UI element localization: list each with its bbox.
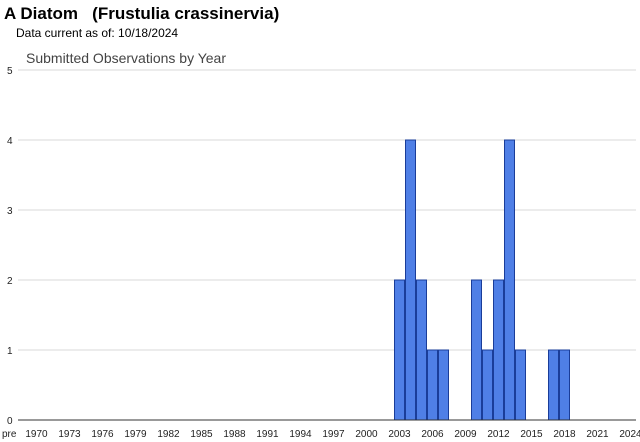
chart-title: Submitted Observations by Year	[26, 50, 226, 66]
x-tick-label: 2003	[388, 429, 411, 440]
bar-2013	[504, 139, 515, 421]
bar-2017	[548, 349, 559, 421]
data-current-date: Data current as of: 10/18/2024	[16, 26, 179, 40]
x-tick-label: 2018	[553, 429, 576, 440]
x-tick-label: pre	[2, 429, 17, 440]
bar-2007	[438, 349, 449, 421]
grid-lines	[18, 69, 636, 351]
y-tick-label: 5	[7, 66, 13, 77]
y-tick-label: 4	[7, 136, 13, 147]
bar-2014	[515, 349, 526, 421]
x-tick-label: 1973	[58, 429, 81, 440]
y-tick-label: 1	[7, 346, 13, 357]
x-tick-label: 1985	[190, 429, 213, 440]
bar-2010	[471, 279, 482, 421]
y-tick-label: 0	[7, 416, 13, 427]
x-tick-label: 2012	[487, 429, 510, 440]
x-tick-label: 1979	[124, 429, 147, 440]
bar-2011	[482, 349, 493, 421]
bars	[394, 139, 570, 421]
x-tick-label: 2000	[355, 429, 378, 440]
x-tick-label: 2015	[520, 429, 543, 440]
bar-2006	[427, 349, 438, 421]
x-tick-label: 2006	[421, 429, 444, 440]
x-tick-label: 2021	[586, 429, 609, 440]
y-axis-tick-labels: 0 1 2 3 4 5	[7, 66, 13, 427]
x-tick-label: 1997	[322, 429, 345, 440]
y-tick-label: 2	[7, 276, 13, 287]
x-tick-label: 1988	[223, 429, 246, 440]
y-tick-label: 3	[7, 206, 13, 217]
x-tick-label: 1970	[25, 429, 48, 440]
x-tick-label: 1976	[91, 429, 114, 440]
bar-2005	[416, 279, 427, 421]
x-tick-label: 1991	[256, 429, 279, 440]
x-tick-label: 2024	[619, 429, 640, 440]
bar-2012	[493, 279, 504, 421]
x-tick-label: 1994	[289, 429, 312, 440]
species-title: A Diatom (Frustulia crassinervia)	[4, 4, 280, 23]
bar-2018	[559, 349, 570, 421]
bar-2003	[394, 279, 405, 421]
x-tick-label: 1982	[157, 429, 180, 440]
bar-2004	[405, 139, 416, 421]
x-tick-label: 2009	[454, 429, 477, 440]
x-axis-tick-labels: pre 1970 1973 1976 1979 1982 1985 1988 1991 1994 1…	[2, 429, 640, 440]
